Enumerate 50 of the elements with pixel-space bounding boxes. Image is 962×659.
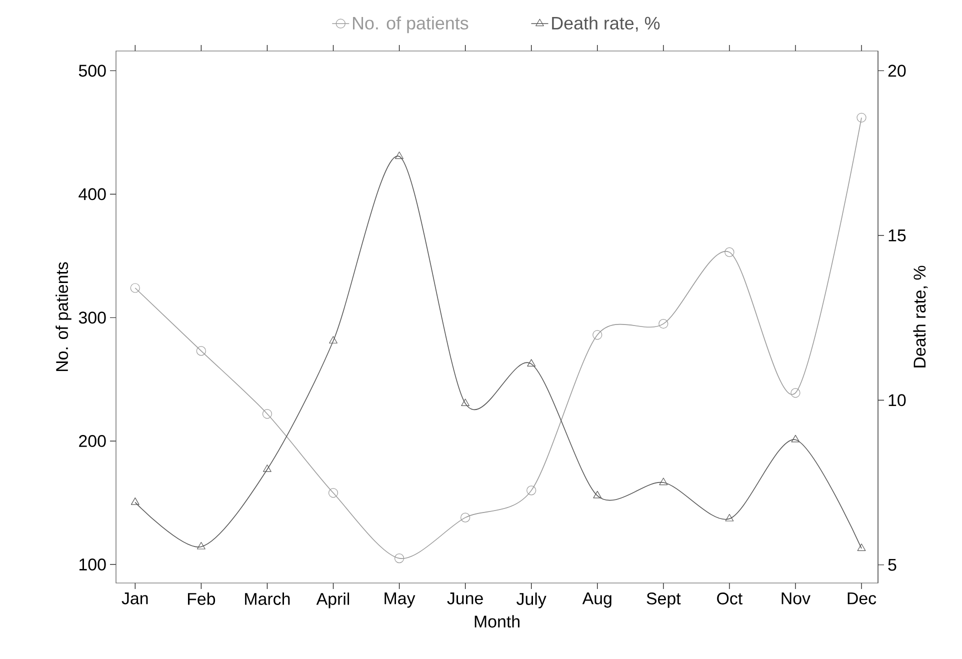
y2-tick-label: 15: [888, 230, 906, 242]
x-tick-label: March: [245, 592, 290, 605]
x-tick-label: Nov: [782, 592, 810, 604]
point: [725, 514, 734, 522]
y-tick-label: 400: [78, 188, 106, 200]
y2-tick-label: 5: [888, 558, 896, 571]
point: [857, 544, 866, 551]
point: [790, 388, 800, 398]
y2-tick-label: 10: [888, 394, 906, 406]
x-tick-label: May: [384, 592, 416, 608]
x-axis-title: Month: [474, 615, 520, 628]
point: [262, 409, 272, 419]
point: [526, 486, 536, 496]
legend-label: Death rate, %: [552, 16, 660, 32]
point: [329, 336, 338, 344]
point: [724, 247, 734, 257]
x-tick-label: Feb: [188, 592, 216, 605]
point: [395, 152, 404, 159]
point: [460, 512, 470, 522]
x-tick-label: Aug: [582, 592, 612, 608]
point: [592, 330, 602, 340]
y2-tick-label: 20: [888, 64, 906, 77]
point: [658, 318, 668, 329]
y2-axis-title: Death rate, %: [913, 266, 928, 368]
point: [527, 359, 536, 366]
x-tick-label: Oct: [717, 592, 742, 605]
point: [461, 398, 470, 406]
point: [130, 283, 140, 293]
point: [130, 497, 140, 505]
y-tick-label: 300: [78, 312, 106, 324]
point: [659, 478, 668, 486]
x-tick-label: July: [516, 592, 546, 608]
y-tick-label: 500: [78, 64, 106, 77]
point: [856, 112, 866, 122]
x-tick-label: Sept: [646, 592, 681, 608]
y-tick-label: 200: [79, 435, 106, 448]
point: [593, 490, 602, 498]
point: [196, 346, 206, 356]
x-tick-label: Dec: [848, 592, 876, 604]
point: [328, 488, 338, 498]
x-tick-label: Jan: [122, 592, 148, 604]
y-axis-title: No. of patients: [56, 262, 72, 371]
point: [791, 434, 800, 442]
legend-label: No. of patients: [353, 16, 468, 34]
x-tick-label: April: [316, 592, 350, 608]
x-tick-label: June: [447, 592, 483, 604]
point: [394, 554, 404, 564]
point: [263, 464, 272, 472]
y-tick-label: 100: [80, 558, 106, 570]
point: [196, 542, 206, 550]
